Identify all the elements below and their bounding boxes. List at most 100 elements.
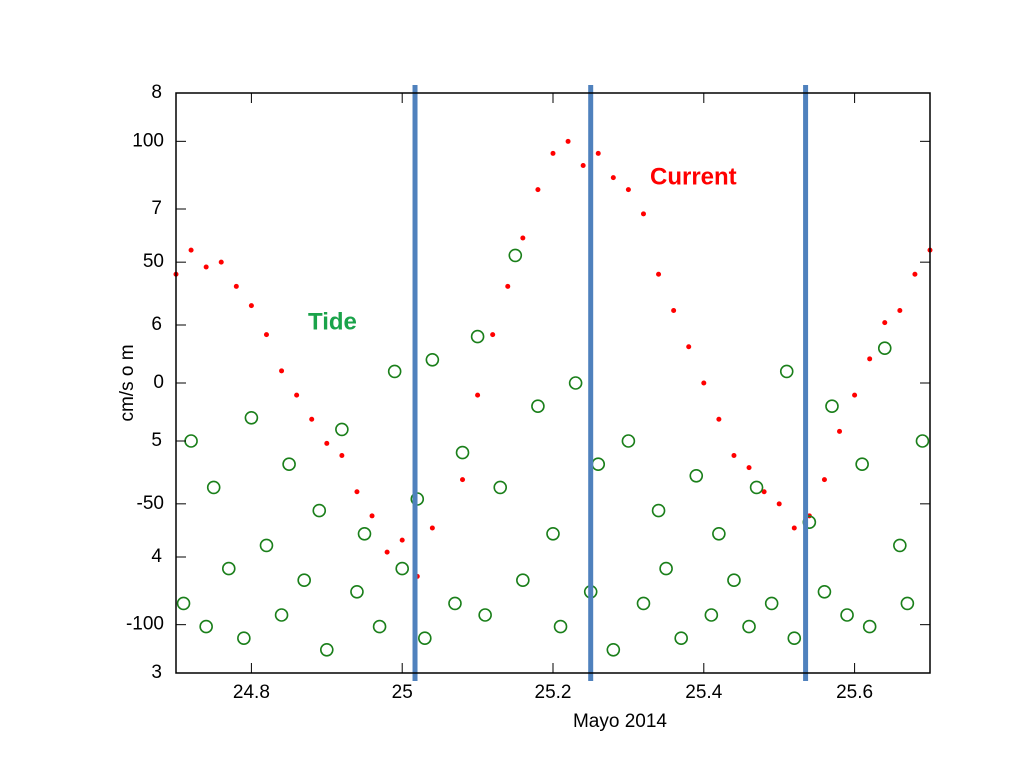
current-point xyxy=(309,416,315,422)
current-point xyxy=(218,259,224,265)
current-point xyxy=(263,332,269,338)
tide-point xyxy=(493,480,508,495)
tide-point xyxy=(591,457,606,472)
x-tick-label: 25.6 xyxy=(836,682,873,703)
current-point xyxy=(188,247,194,253)
plot-frame xyxy=(175,92,931,674)
tide-point xyxy=(312,503,327,518)
current-point xyxy=(248,303,254,309)
tide-point xyxy=(606,642,621,657)
current-point xyxy=(746,465,752,471)
tide-point xyxy=(568,376,583,390)
current-point xyxy=(279,368,285,374)
tide-point xyxy=(448,596,462,611)
tide-point xyxy=(825,399,839,414)
current-point xyxy=(701,380,707,386)
tide-point xyxy=(531,399,545,414)
tide-point xyxy=(553,619,568,634)
tide-point xyxy=(176,596,191,611)
tide-point xyxy=(395,561,410,576)
tide-point xyxy=(478,608,492,622)
current-point xyxy=(656,271,662,277)
current-point xyxy=(369,513,375,519)
tide-point xyxy=(387,364,402,379)
current-point xyxy=(580,163,586,168)
x-tick-label: 25.2 xyxy=(535,682,572,703)
tide-point xyxy=(470,329,485,344)
current-point xyxy=(339,453,345,458)
y-axis-label: cm/s o m xyxy=(117,344,138,421)
tide-point xyxy=(319,642,334,657)
current-point xyxy=(791,525,797,531)
current-point xyxy=(460,477,466,483)
y2-tick-label: 3 xyxy=(151,662,162,683)
current-point xyxy=(475,392,481,398)
current-point xyxy=(354,489,360,495)
current-point xyxy=(882,320,888,326)
tide-point xyxy=(184,434,198,448)
x-axis-label: Mayo 2014 xyxy=(573,711,667,732)
tide-point xyxy=(840,608,854,622)
y-tick-label: 0 xyxy=(153,372,164,393)
current-point xyxy=(821,477,827,483)
current-point xyxy=(912,271,918,277)
tide-point xyxy=(206,480,221,495)
tide-point xyxy=(893,538,907,553)
tide-point xyxy=(877,341,892,356)
current-point xyxy=(233,283,239,289)
y2-tick-label: 4 xyxy=(151,546,162,567)
current-point xyxy=(610,175,616,181)
y-tick-label: -100 xyxy=(126,614,164,635)
current-point xyxy=(640,211,646,217)
tide-point xyxy=(297,573,311,588)
current-point xyxy=(625,187,631,193)
tide-point xyxy=(659,561,673,576)
annotation: Current xyxy=(650,163,737,190)
current-point xyxy=(716,416,722,422)
current-point xyxy=(324,440,330,446)
current-point xyxy=(429,525,435,531)
tide-point xyxy=(335,422,349,437)
tide-point xyxy=(727,573,741,588)
current-point xyxy=(399,537,405,543)
x-tick-label: 25.4 xyxy=(685,682,722,703)
tide-point xyxy=(350,584,364,599)
y-tick-label: 100 xyxy=(132,130,164,151)
tide-point xyxy=(915,434,930,448)
tide-point xyxy=(357,526,372,541)
tide-point xyxy=(259,538,274,553)
current-point xyxy=(837,428,843,434)
current-point xyxy=(595,150,601,156)
tide-point xyxy=(282,457,296,472)
tide-point xyxy=(689,468,704,483)
tide-point xyxy=(546,526,560,541)
tide-point xyxy=(742,619,756,634)
current-point xyxy=(520,235,526,241)
current-point xyxy=(505,283,511,289)
annotation: Tide xyxy=(308,308,357,335)
current-point xyxy=(565,138,571,144)
tide-point xyxy=(817,584,832,599)
tide-point xyxy=(508,248,523,263)
current-point xyxy=(535,187,541,193)
tide-point xyxy=(787,631,802,646)
x-tick-label: 24.8 xyxy=(233,682,270,703)
tide-point xyxy=(764,596,779,611)
y2-tick-label: 7 xyxy=(151,198,162,219)
tide-point xyxy=(900,596,915,611)
current-point xyxy=(731,453,737,458)
tide-point xyxy=(274,608,289,622)
tide-point xyxy=(455,445,470,460)
current-point xyxy=(490,332,496,338)
tide-point xyxy=(855,457,869,472)
current-point xyxy=(671,308,677,313)
tide-point xyxy=(237,631,251,646)
tide-point xyxy=(704,608,719,622)
tide-point xyxy=(862,619,877,634)
tide-point xyxy=(779,364,794,379)
tide-point xyxy=(516,573,530,588)
tide-point xyxy=(621,434,636,448)
y-tick-label: 50 xyxy=(143,251,164,272)
current-point xyxy=(897,308,903,313)
current-point xyxy=(384,549,390,555)
